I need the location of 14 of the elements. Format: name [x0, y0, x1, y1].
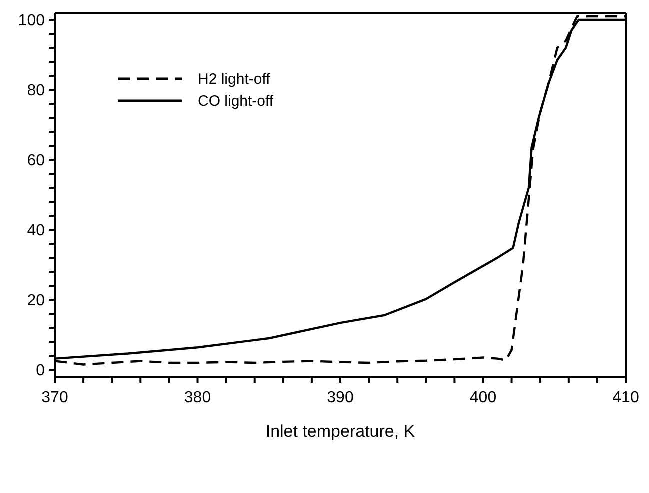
x-tick-label: 410: [612, 389, 640, 406]
legend-label: H2 light-off: [198, 70, 270, 88]
y-tick-label: 20: [27, 292, 46, 310]
y-tick-label: 80: [27, 82, 46, 100]
legend-label: CO light-off: [198, 92, 274, 110]
y-tick-label: 100: [18, 12, 46, 30]
x-tick-label: 400: [470, 389, 497, 406]
y-tick-label: 0: [36, 362, 46, 380]
x-tick-label: 370: [42, 389, 68, 406]
y-tick-label: 60: [27, 152, 46, 170]
x-tick-label: 380: [184, 389, 212, 406]
x-tick-label: 390: [327, 389, 354, 406]
y-tick-label: 40: [27, 222, 46, 240]
x-axis-title: Inlet temperature, K: [266, 422, 416, 441]
